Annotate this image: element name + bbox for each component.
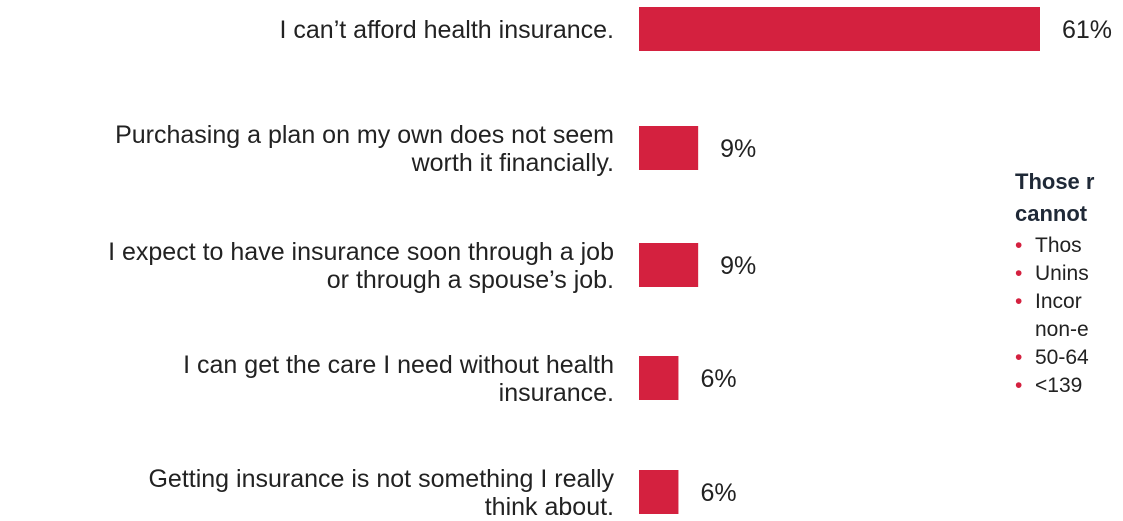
bullet-icon: • <box>1015 234 1023 257</box>
bar-5 <box>639 470 679 514</box>
value-label-1: 61% <box>1062 16 1112 44</box>
side-panel-heading: Those r cannot <box>1015 166 1123 230</box>
side-panel-heading-line-2: cannot <box>1015 201 1088 226</box>
bullet-icon: • <box>1015 290 1023 313</box>
category-label-2: Purchasing a plan on my own does not see… <box>115 121 614 177</box>
bullet-icon: • <box>1015 374 1023 397</box>
category-label-1: I can’t afford health insurance. <box>280 16 614 44</box>
bar-2 <box>639 126 699 170</box>
category-label-5: Getting insurance is not something I rea… <box>148 465 614 521</box>
side-panel-bullet-list: • Thos • Unins • Incor non-e • 50-64 • <139 <box>1015 232 1123 400</box>
bar-4 <box>639 356 679 400</box>
side-panel-bullet-2: • Unins <box>1015 260 1123 288</box>
side-panel-bullet-text: non-e <box>1035 318 1089 341</box>
side-panel-bullet-text: <139 <box>1035 374 1083 397</box>
value-label-5: 6% <box>700 479 736 507</box>
side-panel-bullet-1: • Thos <box>1015 232 1123 260</box>
bullet-icon: • <box>1015 262 1023 285</box>
side-panel-heading-line-1: Those r <box>1015 169 1095 194</box>
side-panel-bullet-text: Unins <box>1035 262 1089 285</box>
side-panel-bullet-3: • Incor non-e <box>1015 288 1123 344</box>
value-label-2: 9% <box>720 135 756 163</box>
side-panel-bullet-5: • <139 <box>1015 372 1123 400</box>
value-label-3: 9% <box>720 252 756 280</box>
category-label-4: I can get the care I need without health… <box>183 351 614 407</box>
value-label-4: 6% <box>700 365 736 393</box>
category-label-3: I expect to have insurance soon through … <box>108 238 614 294</box>
side-panel: Those r cannot • Thos • Unins • Incor non-e • 50-… <box>1015 166 1123 466</box>
side-panel-bullet-text: 50-64 <box>1035 346 1089 369</box>
side-panel-bullet-text: Incor <box>1035 290 1082 313</box>
bullet-icon: • <box>1015 346 1023 369</box>
side-panel-bullet-4: • 50-64 <box>1015 344 1123 372</box>
side-panel-bullet-text: Thos <box>1035 234 1082 257</box>
bar-1 <box>639 7 1040 51</box>
bar-3 <box>639 243 699 287</box>
